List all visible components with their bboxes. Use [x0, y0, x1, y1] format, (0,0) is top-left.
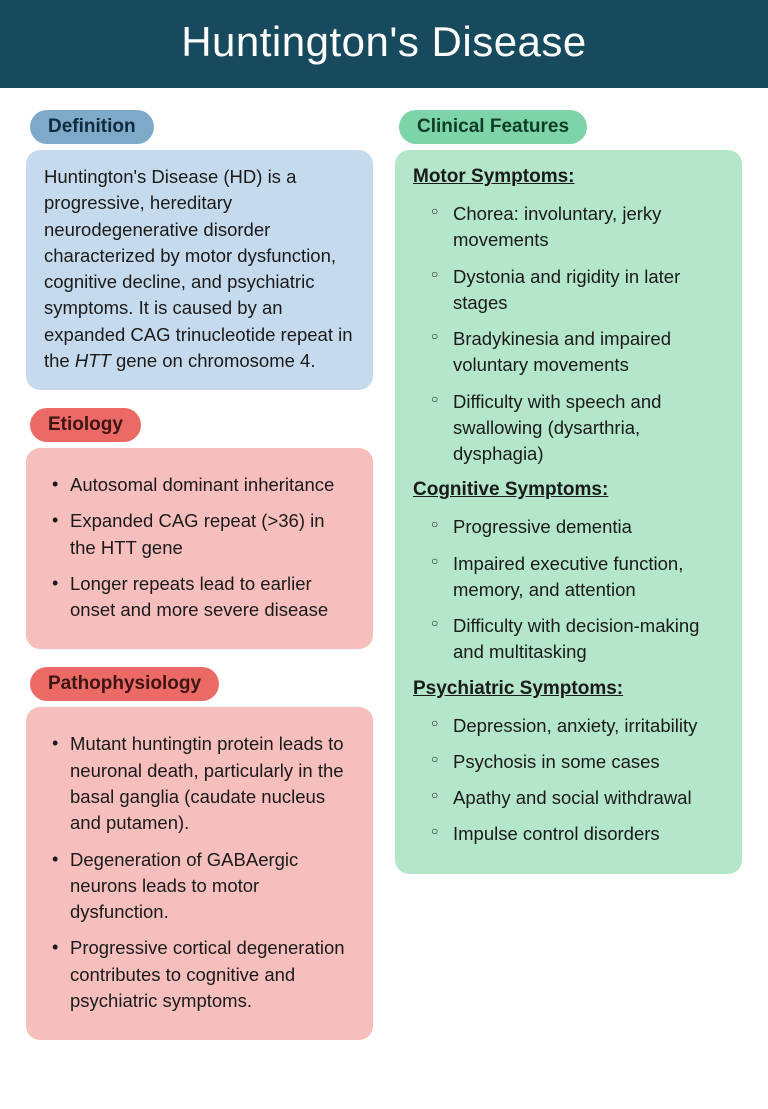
section-definition: Definition Huntington's Disease (HD) is … [26, 110, 373, 390]
right-column: Clinical Features Motor Symptoms: Chorea… [395, 110, 742, 1040]
subhead-psychiatric: Psychiatric Symptoms: [413, 676, 724, 703]
list-item: Depression, anxiety, irritability [431, 713, 724, 739]
list-item: Impaired executive function, memory, and… [431, 551, 724, 604]
cog-1: Impaired executive function, memory, and… [453, 553, 683, 600]
section-pathophysiology: Pathophysiology Mutant huntingtin protei… [26, 667, 373, 1040]
list-item: Autosomal dominant inheritance [50, 472, 355, 498]
patho-item-1: Degeneration of GABAergic neurons leads … [70, 849, 298, 923]
content-grid: Definition Huntington's Disease (HD) is … [0, 88, 768, 1070]
cog-0: Progressive dementia [453, 516, 632, 537]
list-item: Psychosis in some cases [431, 749, 724, 775]
list-item: Dystonia and rigidity in later stages [431, 264, 724, 317]
list-item: Bradykinesia and impaired voluntary move… [431, 326, 724, 379]
pill-etiology: Etiology [30, 408, 141, 442]
list-item: Impulse control disorders [431, 821, 724, 847]
card-definition: Huntington's Disease (HD) is a progressi… [26, 150, 373, 390]
etiology-item-1-post: gene [137, 537, 183, 558]
list-item: Apathy and social withdrawal [431, 785, 724, 811]
list-item: Difficulty with speech and swallowing (d… [431, 389, 724, 468]
motor-0: Chorea: involuntary, jerky movements [453, 203, 661, 250]
motor-list: Chorea: involuntary, jerky movements Dys… [413, 201, 724, 467]
definition-italic: HTT [75, 350, 111, 371]
definition-pre: Huntington's Disease (HD) is a progressi… [44, 166, 353, 371]
list-item: Expanded CAG repeat (>36) in the HTT gen… [50, 508, 355, 561]
card-clinical: Motor Symptoms: Chorea: involuntary, jer… [395, 150, 742, 874]
motor-2: Bradykinesia and impaired voluntary move… [453, 328, 671, 375]
pill-pathophysiology: Pathophysiology [30, 667, 219, 701]
subhead-motor: Motor Symptoms: [413, 164, 724, 191]
cog-2: Difficulty with decision-making and mult… [453, 615, 699, 662]
list-item: Degeneration of GABAergic neurons leads … [50, 847, 355, 926]
cognitive-list: Progressive dementia Impaired executive … [413, 514, 724, 665]
left-column: Definition Huntington's Disease (HD) is … [26, 110, 373, 1040]
pathophysiology-list: Mutant huntingtin protein leads to neuro… [44, 731, 355, 1014]
psy-3: Impulse control disorders [453, 823, 660, 844]
etiology-item-2: Longer repeats lead to earlier onset and… [70, 573, 328, 620]
psy-0: Depression, anxiety, irritability [453, 715, 697, 736]
psychiatric-list: Depression, anxiety, irritability Psycho… [413, 713, 724, 848]
list-item: Chorea: involuntary, jerky movements [431, 201, 724, 254]
etiology-item-0: Autosomal dominant inheritance [70, 474, 334, 495]
motor-3: Difficulty with speech and swallowing (d… [453, 391, 661, 465]
definition-body: Huntington's Disease (HD) is a progressi… [44, 164, 355, 374]
patho-item-0: Mutant huntingtin protein leads to neuro… [70, 733, 344, 833]
page-title: Huntington's Disease [181, 18, 587, 65]
list-item: Progressive dementia [431, 514, 724, 540]
list-item: Difficulty with decision-making and mult… [431, 613, 724, 666]
list-item: Longer repeats lead to earlier onset and… [50, 571, 355, 624]
etiology-list: Autosomal dominant inheritance Expanded … [44, 472, 355, 623]
page-header: Huntington's Disease [0, 0, 768, 88]
patho-item-2: Progressive cortical degeneration contri… [70, 937, 345, 1011]
definition-post: gene on chromosome 4. [111, 350, 316, 371]
card-pathophysiology: Mutant huntingtin protein leads to neuro… [26, 707, 373, 1040]
section-clinical: Clinical Features Motor Symptoms: Chorea… [395, 110, 742, 874]
motor-1: Dystonia and rigidity in later stages [453, 266, 680, 313]
section-etiology: Etiology Autosomal dominant inheritance … [26, 408, 373, 649]
card-etiology: Autosomal dominant inheritance Expanded … [26, 448, 373, 649]
psy-2: Apathy and social withdrawal [453, 787, 692, 808]
pill-definition: Definition [30, 110, 154, 144]
pill-clinical: Clinical Features [399, 110, 587, 144]
list-item: Progressive cortical degeneration contri… [50, 935, 355, 1014]
etiology-item-1-italic: HTT [101, 537, 137, 558]
psy-1: Psychosis in some cases [453, 751, 660, 772]
subhead-cognitive: Cognitive Symptoms: [413, 477, 724, 504]
list-item: Mutant huntingtin protein leads to neuro… [50, 731, 355, 836]
